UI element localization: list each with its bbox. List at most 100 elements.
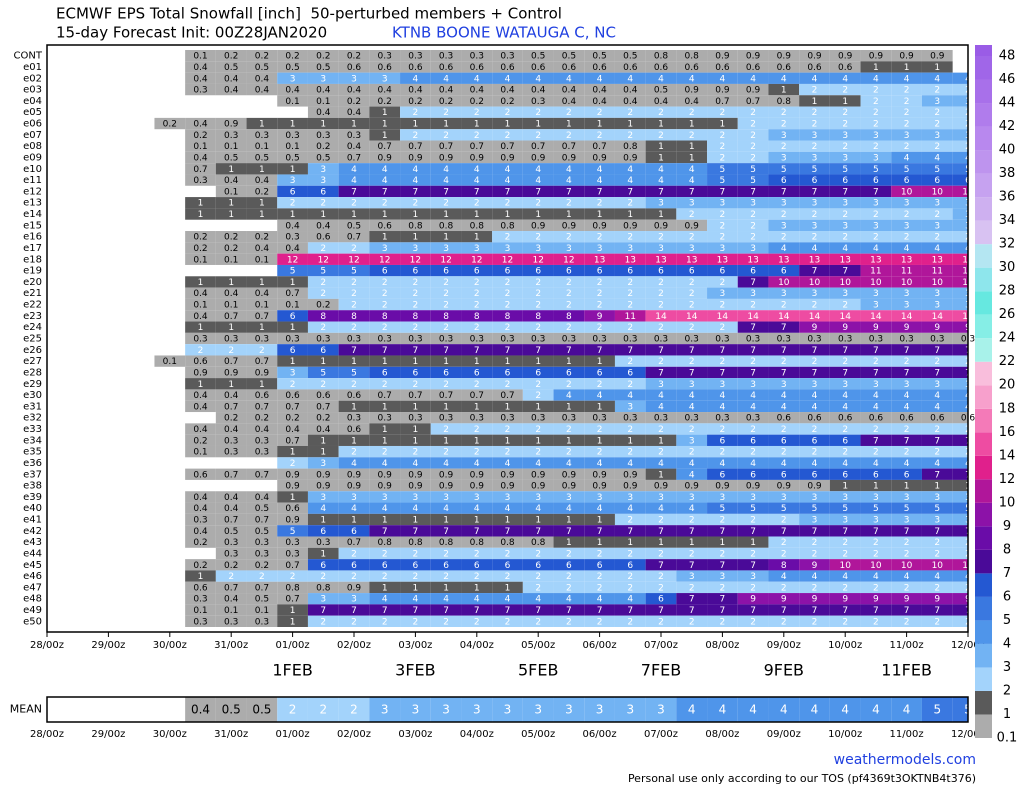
cell: [799, 366, 830, 379]
cell-label: 3: [934, 289, 940, 299]
colorbar-segment: [975, 79, 992, 104]
cell: [338, 697, 370, 722]
cell: [369, 95, 401, 107]
cell: [737, 559, 769, 571]
cell-label: 2: [627, 617, 633, 627]
cell-label: 7: [720, 561, 726, 571]
cell: [768, 355, 800, 367]
cell: [185, 321, 216, 333]
cell: [952, 106, 968, 118]
cell-label: 5: [934, 504, 940, 514]
cell-label: 1: [658, 538, 664, 548]
cell-label: 6: [812, 470, 818, 480]
cell: [921, 140, 953, 152]
x-tick-label: 02/00z: [337, 640, 371, 651]
cell-label: 4: [597, 176, 603, 186]
cell: [215, 287, 247, 299]
cell-label: 2: [750, 617, 756, 627]
cell: [799, 468, 830, 480]
cell-label: 0.4: [316, 108, 331, 118]
cell-label: 0.9: [408, 153, 423, 163]
cell-label: 1: [382, 516, 388, 526]
cell-label: 2: [351, 448, 357, 458]
cell-label: 2: [505, 448, 511, 458]
cell-label: 2: [904, 233, 910, 243]
cell: [676, 163, 708, 175]
cell: [829, 61, 861, 73]
cell-label: 3: [290, 74, 296, 84]
cell: [707, 593, 738, 605]
cell: [369, 174, 401, 186]
colorbar-label: 46: [999, 72, 1016, 87]
cell: [185, 593, 216, 605]
cell: [277, 61, 308, 73]
cell: [400, 559, 431, 571]
cell: [921, 423, 953, 435]
cell-label: 0.4: [193, 153, 208, 163]
cell: [921, 570, 953, 582]
cell: [522, 253, 554, 265]
cell-label: 12: [532, 255, 543, 265]
cell: [461, 581, 493, 594]
colorbar-label: 5: [1003, 613, 1011, 628]
cell: [614, 570, 646, 582]
colorbar-label: 14: [999, 448, 1016, 463]
cell: [860, 502, 892, 514]
cell-label: 3: [351, 595, 357, 605]
cell: [461, 163, 493, 175]
date-label: 9FEB: [764, 661, 804, 680]
cell-label: 0.2: [193, 561, 207, 571]
cell-label: 3: [873, 153, 879, 163]
cell: [553, 513, 585, 526]
cell: [952, 378, 968, 390]
cell-label: 0.9: [592, 153, 607, 163]
cell-label: 7: [720, 595, 726, 605]
colorbar-segment: [975, 455, 992, 480]
cell: [461, 117, 493, 130]
cell: [338, 197, 370, 209]
cell: [492, 378, 523, 390]
cell-label: 1: [320, 357, 326, 367]
cell-label: 1: [198, 323, 204, 333]
cell-label: 0.5: [224, 63, 238, 73]
cell: [799, 570, 830, 582]
cell: [246, 117, 278, 130]
cell: [277, 457, 308, 469]
cell: [185, 434, 216, 446]
row-label: CONT: [14, 51, 43, 62]
cell-label: 2: [873, 120, 879, 130]
cell-label: 0.6: [930, 414, 945, 424]
cell: [584, 697, 615, 722]
cell: [645, 208, 677, 220]
cell-label: 3: [720, 493, 726, 503]
cell: [492, 570, 523, 582]
cell-label: 3: [934, 380, 940, 390]
cell-label: 0.7: [224, 312, 238, 322]
cell-label: 0.6: [378, 63, 393, 73]
cell-label: 0.7: [316, 402, 330, 412]
cell-label: 0.8: [623, 142, 638, 152]
cell-label: 10: [932, 278, 944, 288]
cell-label: 0.1: [193, 142, 207, 152]
cell-label: 3: [443, 244, 449, 254]
cell: [584, 276, 615, 288]
cell-label: 7: [781, 346, 787, 356]
cell: [829, 174, 861, 186]
cell-label: 1: [904, 482, 910, 492]
cell: [891, 536, 922, 548]
cell: [707, 615, 738, 627]
cell: [277, 298, 308, 311]
cell-label: 3: [720, 289, 726, 299]
cell: [891, 389, 922, 401]
cell: [676, 355, 708, 367]
cell: [338, 208, 370, 220]
cell-label: 5: [873, 165, 879, 175]
cell: [891, 525, 922, 537]
cell: [277, 502, 308, 514]
row-label: e37: [23, 469, 42, 480]
cell-label: 6: [505, 267, 511, 277]
cell-label: 0.9: [623, 482, 638, 492]
colorbar-segment: [975, 314, 992, 339]
cell-label: 7: [566, 346, 572, 356]
cell-label: 2: [566, 323, 572, 333]
